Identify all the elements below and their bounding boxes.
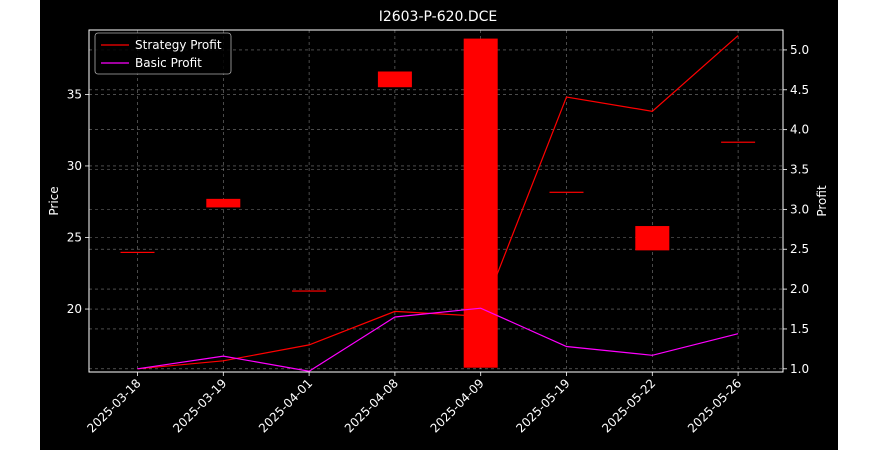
candle-2025-05-22 xyxy=(635,226,670,251)
profit-tick-label: 1.5 xyxy=(790,322,809,336)
profit-tick-label: 4.5 xyxy=(790,83,809,97)
figure-background xyxy=(40,0,838,450)
price-tick-label: 35 xyxy=(67,87,82,101)
profit-tick-label: 3.5 xyxy=(790,163,809,177)
profit-tick-label: 1.0 xyxy=(790,362,809,376)
profit-tick-label: 2.5 xyxy=(790,242,809,256)
candle-2025-04-01 xyxy=(292,290,327,292)
chart-title: I2603-P-620.DCE xyxy=(379,9,498,25)
series-line-basic-profit xyxy=(137,307,739,372)
profit-axis-label: Profit xyxy=(815,185,829,217)
price-axis: 20 25 30 35 xyxy=(67,87,89,316)
legend: Strategy Profit Basic Profit xyxy=(94,32,232,75)
candle-2025-03-18 xyxy=(120,251,155,253)
candle-2025-04-08 xyxy=(377,71,412,88)
legend-label: Strategy Profit xyxy=(135,38,222,52)
price-tick-label: 30 xyxy=(67,159,82,173)
candle-2025-05-26 xyxy=(721,141,756,143)
candle-2025-04-09 xyxy=(463,38,498,368)
line-layer xyxy=(137,35,739,372)
price-tick-label: 25 xyxy=(67,230,82,244)
profit-axis: 1.0 1.5 2.0 2.5 3.0 3.5 4.0 4.5 5.0 xyxy=(783,43,809,376)
price-tick-label: 20 xyxy=(67,302,82,316)
profit-tick-label: 5.0 xyxy=(790,43,809,57)
plot-frame xyxy=(88,29,784,373)
candle-2025-03-19 xyxy=(206,198,241,208)
profit-tick-label: 3.0 xyxy=(790,202,809,216)
profit-tick-label: 4.0 xyxy=(790,123,809,137)
grid-layer xyxy=(89,30,783,372)
price-axis-label: Price xyxy=(47,186,61,215)
profit-tick-label: 2.0 xyxy=(790,282,809,296)
chart-svg: I2603-P-620.DCE 2025-03-18 2025-03-19 2025… xyxy=(40,0,838,450)
chart-figure: I2603-P-620.DCE 2025-03-18 2025-03-19 2025… xyxy=(40,0,838,450)
legend-label: Basic Profit xyxy=(135,56,202,70)
legend-box xyxy=(94,32,232,75)
candle-2025-05-19 xyxy=(549,191,584,193)
